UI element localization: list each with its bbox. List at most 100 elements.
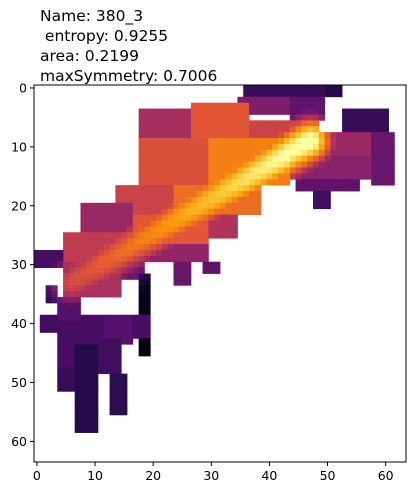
heatmap-cell xyxy=(121,267,128,274)
heatmap-cell xyxy=(202,249,209,257)
heatmap-cell xyxy=(254,155,262,162)
heatmap-cell xyxy=(150,191,157,198)
heatmap-cell xyxy=(97,279,105,286)
heatmap-cell xyxy=(249,173,256,180)
heatmap-cell xyxy=(109,249,116,257)
heatmap-cell xyxy=(121,238,128,245)
heatmap-cell xyxy=(295,108,302,115)
heatmap-cell xyxy=(185,161,192,168)
heatmap-cell xyxy=(237,132,244,139)
heatmap-cell xyxy=(266,132,273,139)
heatmap-cell xyxy=(313,114,320,121)
heatmap-cell xyxy=(103,285,110,292)
heatmap-cell xyxy=(260,161,267,168)
heatmap-cell xyxy=(371,149,378,157)
heatmap-cell xyxy=(237,202,244,210)
heatmap-cell xyxy=(266,108,273,115)
heatmap-cell xyxy=(190,161,198,168)
heatmap-cell xyxy=(196,114,203,121)
heatmap-cell xyxy=(289,143,296,151)
heatmap-cell xyxy=(237,179,244,186)
heatmap-cell xyxy=(313,167,320,174)
heatmap-cell xyxy=(80,373,87,380)
heatmap-cell xyxy=(167,161,174,168)
heatmap-cell xyxy=(167,173,174,180)
title-line-maxsymmetry: maxSymmetry: 0.7006 xyxy=(40,67,218,85)
heatmap-cell xyxy=(167,114,174,121)
heatmap-cell xyxy=(45,314,52,322)
heatmap-cell xyxy=(173,179,180,186)
heatmap-cell xyxy=(39,326,47,333)
heatmap-cell xyxy=(313,138,320,145)
heatmap-cell xyxy=(156,155,163,162)
heatmap-cell xyxy=(86,261,93,269)
heatmap-cell xyxy=(225,226,233,233)
heatmap-cell xyxy=(127,191,134,198)
heatmap-cell xyxy=(121,397,128,404)
heatmap-cell xyxy=(214,155,221,162)
heatmap-cell xyxy=(161,120,169,127)
heatmap-cell xyxy=(144,320,151,327)
heatmap-cell xyxy=(243,143,250,151)
heatmap-cell xyxy=(185,196,192,204)
heatmap-cell xyxy=(138,320,145,327)
heatmap-cell xyxy=(68,232,76,239)
heatmap-cell xyxy=(92,314,99,322)
heatmap-cell xyxy=(150,120,157,127)
heatmap-cell xyxy=(68,302,76,310)
heatmap-cell xyxy=(144,291,151,298)
heatmap-cell xyxy=(220,138,227,145)
heatmap-cell xyxy=(144,332,151,339)
heatmap-cell xyxy=(266,90,273,98)
heatmap-cell xyxy=(144,244,151,251)
heatmap-cell xyxy=(132,320,140,327)
heatmap-cell xyxy=(127,202,134,210)
heatmap-cell xyxy=(260,108,267,115)
heatmap-cell xyxy=(336,85,343,92)
heatmap-cell xyxy=(86,385,93,392)
heatmap-cell xyxy=(121,403,128,410)
heatmap-cell xyxy=(231,108,238,115)
heatmap-cell xyxy=(190,155,198,162)
heatmap-cell xyxy=(307,114,314,121)
heatmap-cell xyxy=(86,208,93,215)
heatmap-cell xyxy=(115,261,122,269)
heatmap-cell xyxy=(220,161,227,168)
heatmap-cell xyxy=(330,143,337,151)
heatmap-cell xyxy=(109,385,116,392)
heatmap-cell xyxy=(173,155,180,162)
heatmap-cell xyxy=(231,202,238,210)
heatmap-cell xyxy=(196,149,203,157)
heatmap-cell xyxy=(179,149,186,157)
heatmap-cell xyxy=(318,149,326,157)
heatmap-cell xyxy=(103,320,110,327)
heatmap-cell xyxy=(173,114,180,121)
heatmap-cell xyxy=(347,138,355,145)
y-axis: 0 10 20 30 40 50 60 xyxy=(11,80,34,449)
heatmap-cell xyxy=(388,179,395,186)
heatmap-cell xyxy=(185,138,192,145)
heatmap-cell xyxy=(121,220,128,227)
heatmap-cell xyxy=(138,326,145,333)
heatmap-cell xyxy=(272,138,279,145)
heatmap-cell xyxy=(324,185,331,192)
heatmap-cell xyxy=(336,161,343,168)
heatmap-cell xyxy=(347,120,355,127)
heatmap-cell xyxy=(109,408,116,416)
heatmap-cell xyxy=(237,191,244,198)
heatmap-cell xyxy=(34,249,41,257)
heatmap-cell xyxy=(57,332,64,339)
heatmap-cell xyxy=(144,196,151,204)
heatmap-cell xyxy=(376,138,384,145)
heatmap-cell xyxy=(254,85,262,92)
heatmap-cell xyxy=(57,255,64,263)
heatmap-cell xyxy=(63,302,70,310)
heatmap-cell xyxy=(34,255,41,263)
heatmap-cell xyxy=(220,185,227,192)
heatmap-cell xyxy=(225,143,233,151)
heatmap-cell xyxy=(161,196,169,204)
heatmap-cell xyxy=(359,126,366,133)
heatmap-cell xyxy=(127,338,134,345)
heatmap-cell xyxy=(144,226,151,233)
